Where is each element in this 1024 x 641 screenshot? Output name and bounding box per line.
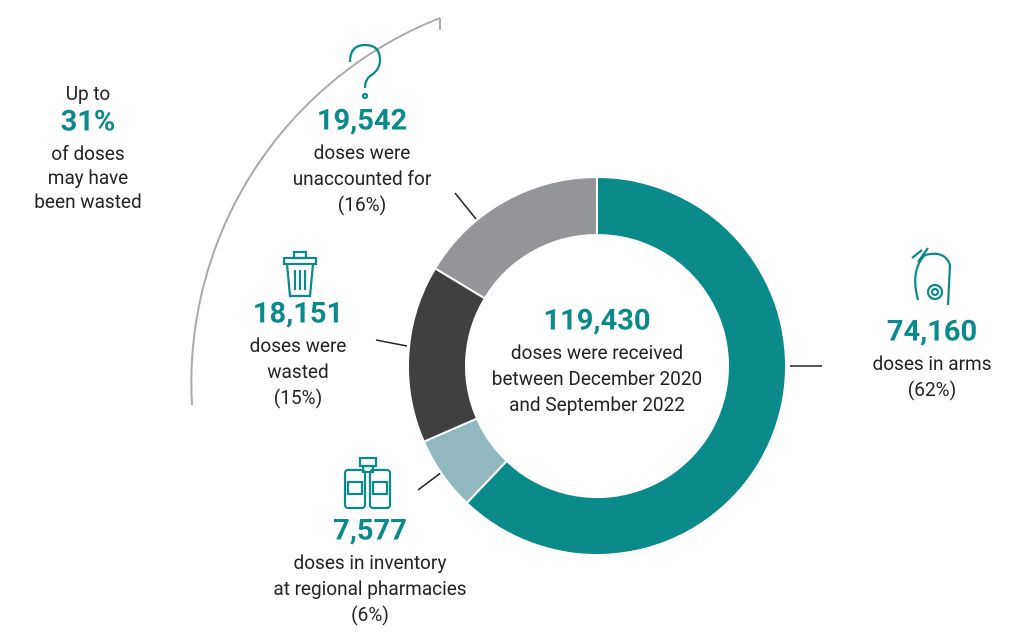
leader-line [417,471,443,491]
percent-label: (16%) [338,193,386,216]
donut-segment [433,175,598,300]
annotation-text: may have [48,166,128,189]
center-text: and September 2022 [509,393,685,416]
segment-label: doses in inventory [293,551,446,574]
annotation-text: Up to [66,82,111,105]
annotation-text: been wasted [34,190,141,213]
segment-label: wasted [267,360,328,383]
value-label: 19,542 [317,104,407,138]
segment-label: doses were [314,141,411,164]
segment-label: doses in arms [872,352,991,375]
percent-label: (15%) [274,386,322,409]
value-label: 18,151 [253,297,343,331]
segment-label: at regional pharmacies [273,577,466,600]
arm-icon [911,247,952,306]
center-text: between December 2020 [492,367,702,390]
value-label: 74,160 [887,315,977,349]
question-icon [348,43,382,100]
percent-label: (6%) [351,603,389,626]
center-text: doses were received [511,341,683,364]
leader-line [454,192,477,220]
leader-line [375,339,408,347]
annotation-text: of doses [51,142,124,165]
donut-segment [407,267,487,444]
total-label: 119,430 [544,304,651,338]
segment-label: unaccounted for [293,167,432,190]
trash-icon [282,250,318,298]
segment-label: doses were [250,334,347,357]
annotation-value: 31% [61,105,116,139]
donut-segment [465,175,787,556]
value-label: 7,577 [333,514,407,548]
percent-label: (62%) [908,378,956,401]
vials-icon [343,456,392,510]
